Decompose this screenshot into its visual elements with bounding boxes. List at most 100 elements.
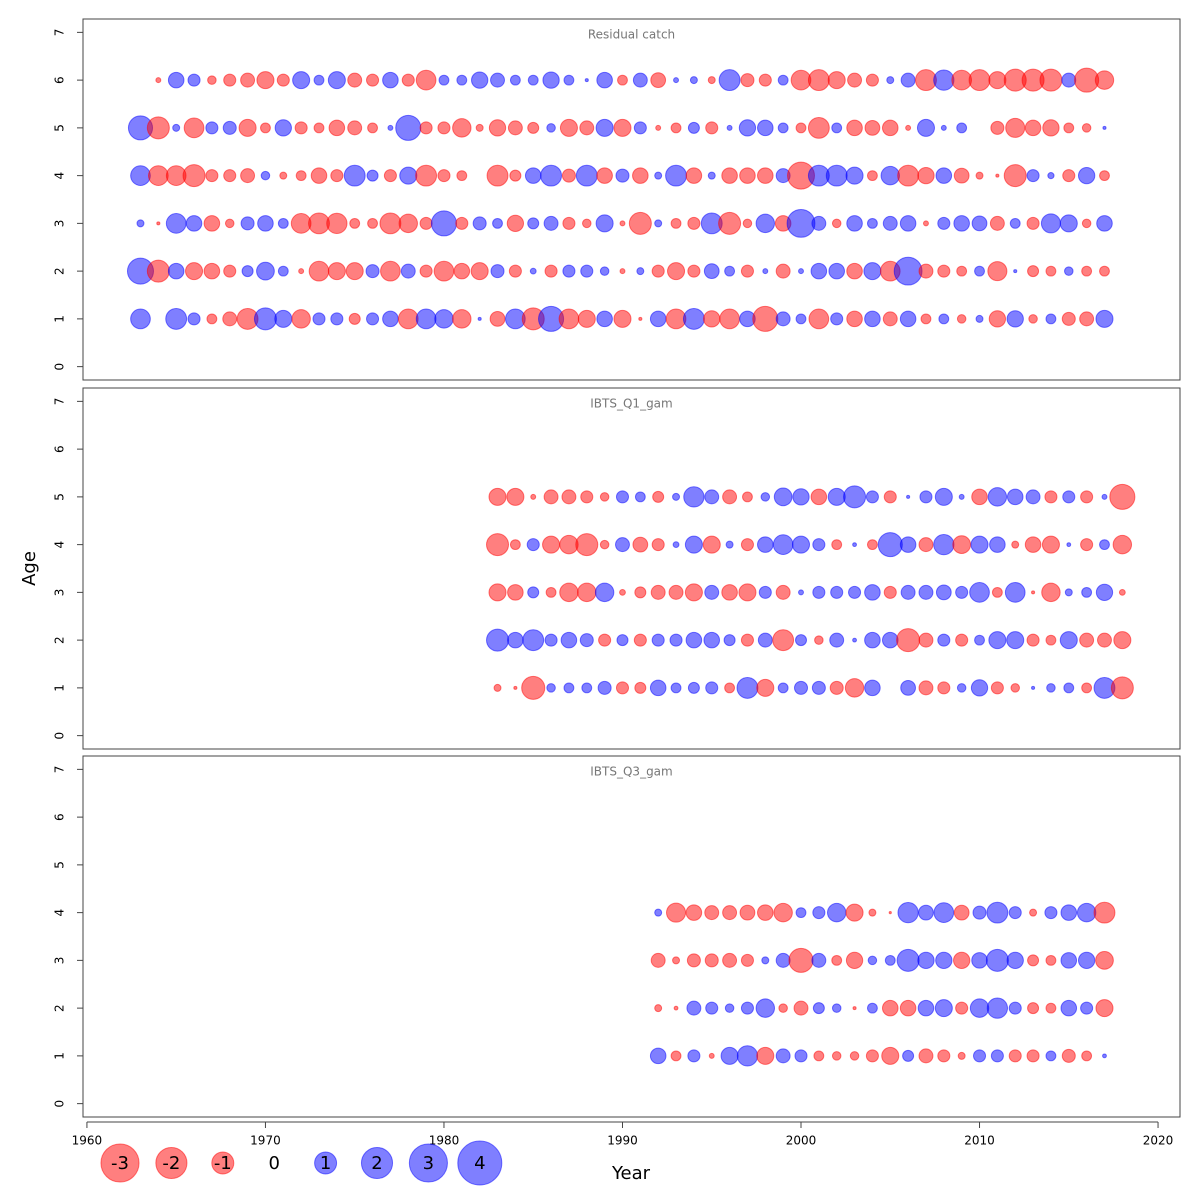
bubble <box>1004 582 1026 603</box>
bubble <box>543 215 559 231</box>
bubble <box>615 681 630 695</box>
bubble <box>953 167 970 184</box>
bubble <box>847 72 863 88</box>
bubble <box>1010 683 1020 693</box>
bubble <box>382 310 399 328</box>
bubble <box>486 628 510 652</box>
bubble <box>685 904 703 921</box>
bubble <box>670 122 682 134</box>
bubble <box>968 69 991 92</box>
bubble <box>1045 954 1057 966</box>
bubble <box>956 314 967 324</box>
bubble <box>1040 213 1061 234</box>
bubble <box>916 118 935 137</box>
bubble <box>187 73 201 87</box>
bubble <box>846 262 863 280</box>
bubble <box>864 310 881 328</box>
bubble <box>383 169 397 183</box>
bubble <box>918 584 934 600</box>
bubble <box>920 313 932 325</box>
bubble <box>668 584 684 600</box>
bubble <box>788 947 814 973</box>
bubble <box>452 309 472 329</box>
y-tick-label: 5 <box>53 124 67 132</box>
bubble <box>757 904 774 921</box>
bubble <box>886 76 895 85</box>
x-tick-label: 2000 <box>786 1134 817 1148</box>
bubble <box>987 261 1008 282</box>
bubble <box>488 487 507 506</box>
bubble <box>419 216 433 230</box>
bubble <box>1008 1049 1022 1063</box>
bubble <box>849 1051 860 1061</box>
bubble <box>883 585 897 599</box>
bubble <box>1099 170 1110 182</box>
bubble <box>794 1049 808 1063</box>
bubble <box>721 584 738 601</box>
bubble <box>1042 119 1060 137</box>
bubble <box>367 217 378 229</box>
bubble <box>865 490 879 504</box>
bubble <box>437 121 451 135</box>
bubble <box>596 71 613 89</box>
bubble <box>918 632 934 648</box>
y-tick-label: 3 <box>53 220 67 228</box>
bubble <box>241 265 254 278</box>
bubble <box>130 308 151 330</box>
legend-bubble <box>155 1146 188 1180</box>
bubble <box>937 216 951 230</box>
bubble <box>598 633 612 647</box>
bubble <box>740 1001 754 1015</box>
bubble <box>632 167 649 184</box>
bubble <box>655 124 662 131</box>
bubble <box>490 264 505 279</box>
bubble <box>345 262 364 281</box>
bubble <box>798 268 804 275</box>
bubble <box>1061 72 1077 88</box>
bubble <box>207 75 217 85</box>
bubble <box>831 1051 842 1061</box>
bubble <box>775 311 791 327</box>
bubble <box>807 116 830 139</box>
bubble <box>1095 999 1114 1018</box>
bubble <box>811 952 827 968</box>
bubble <box>721 167 738 184</box>
bubble <box>970 535 989 554</box>
bubble <box>649 679 667 697</box>
bubble <box>940 124 947 131</box>
bubble <box>579 120 595 136</box>
bubble <box>902 1049 915 1062</box>
bubble <box>654 1004 663 1013</box>
bubble <box>382 71 399 89</box>
bubble <box>740 538 754 552</box>
bubble <box>704 905 720 921</box>
bubble <box>935 584 952 601</box>
bubble <box>829 680 844 695</box>
bubble <box>470 262 489 281</box>
bubble <box>1093 901 1116 924</box>
bubble <box>562 264 576 278</box>
bubble <box>379 212 402 235</box>
bubble <box>703 631 721 649</box>
bubble <box>707 76 716 85</box>
bubble <box>522 629 545 652</box>
bubble <box>953 951 971 970</box>
bubble <box>757 119 774 137</box>
bubble <box>665 308 687 330</box>
bubble <box>917 166 935 185</box>
bubble <box>542 71 560 89</box>
bubble <box>777 74 789 86</box>
bubble <box>561 168 576 183</box>
bubble <box>722 489 738 505</box>
bubble <box>793 1000 809 1016</box>
bubble <box>755 213 776 234</box>
bubble <box>187 312 201 326</box>
bubble <box>685 167 703 184</box>
bubble <box>1060 904 1078 921</box>
bubble <box>775 952 791 968</box>
bubble <box>633 121 647 135</box>
bubble <box>865 73 879 87</box>
bubble <box>899 999 917 1017</box>
bubble <box>831 122 843 134</box>
